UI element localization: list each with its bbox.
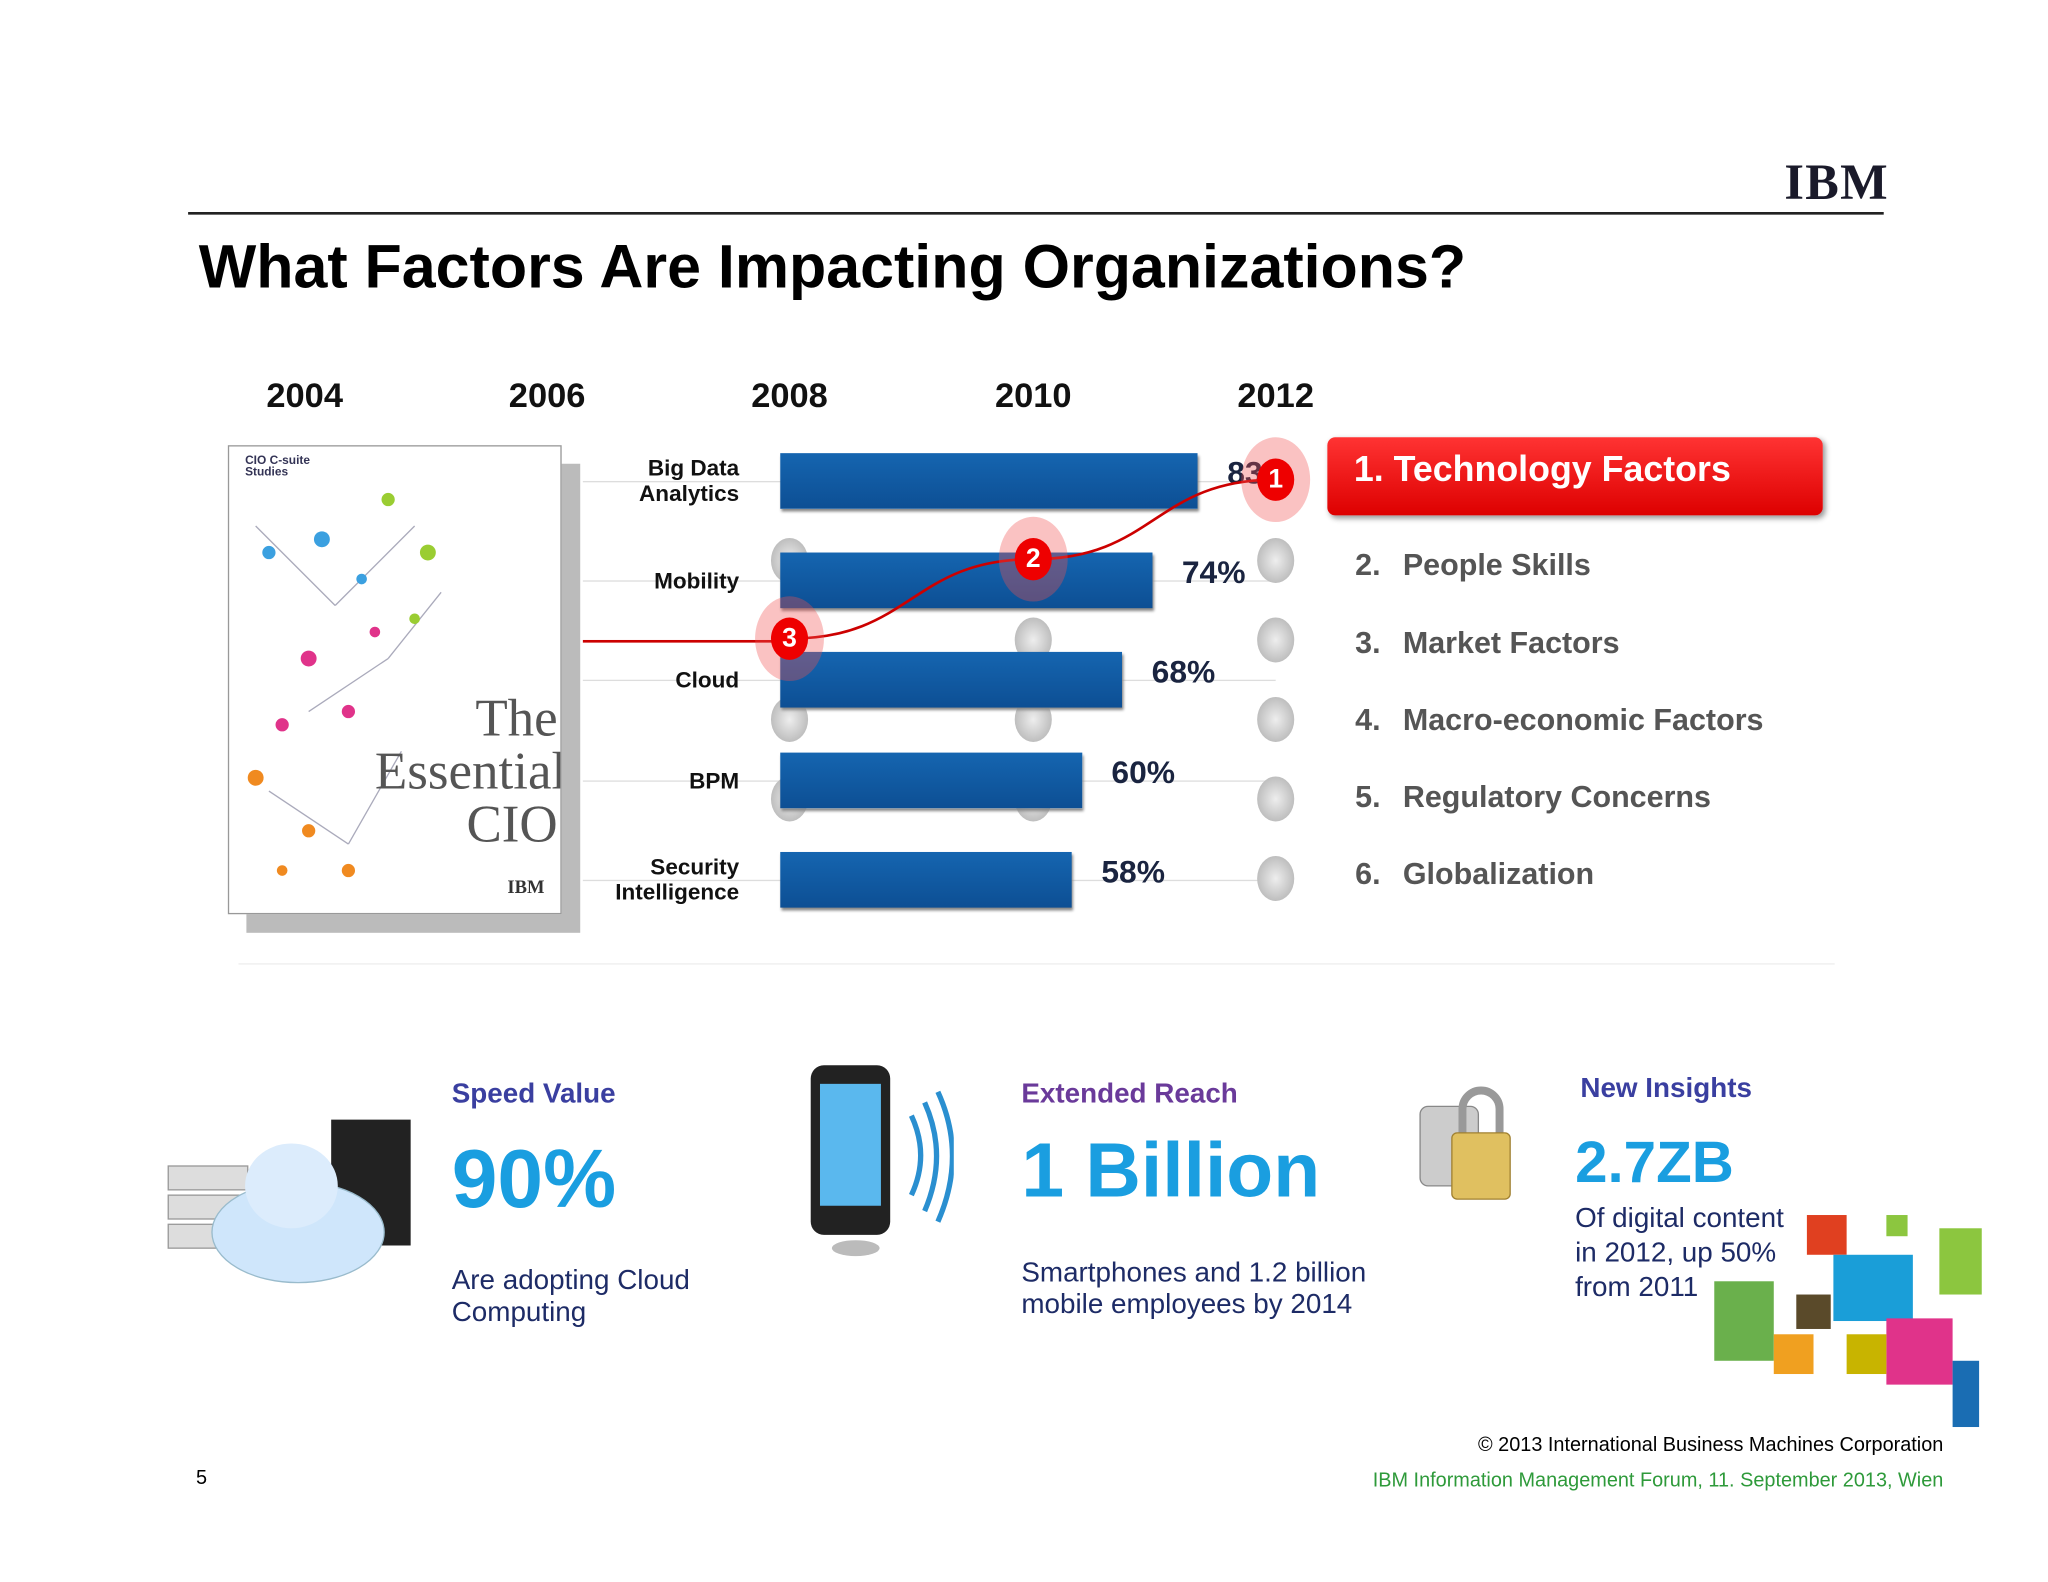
stat-heading: Extended Reach — [1021, 1078, 1238, 1110]
rank-badge: 1 — [1257, 458, 1295, 501]
slide-title: What Factors Are Impacting Organizations… — [198, 231, 1467, 301]
top-rank-label: 1. Technology Factors — [1354, 449, 1731, 490]
bar — [780, 651, 1123, 708]
rank-label: People Skills — [1402, 547, 1591, 582]
book-logo: IBM — [507, 878, 545, 899]
database-lock-icon — [1419, 1086, 1511, 1200]
copyright: © 2013 International Business Machines C… — [1478, 1433, 1944, 1457]
category-label: Cloud — [675, 667, 740, 693]
rank-number: 4. — [1355, 702, 1381, 737]
bar — [780, 752, 1083, 809]
stat-text: Smartphones and 1.2 billion mobile emplo… — [1021, 1257, 1367, 1320]
rank-badge: 2 — [1014, 537, 1052, 581]
value-label: 58% — [1101, 854, 1165, 891]
book-series: CIO C-suite Studies — [245, 453, 311, 479]
bar — [780, 851, 1073, 908]
rank-label: Regulatory Concerns — [1402, 779, 1711, 814]
page-number: 5 — [196, 1466, 208, 1490]
rank-label: Market Factors — [1402, 625, 1620, 660]
year-label: 2004 — [266, 374, 343, 415]
red-connector — [582, 639, 782, 643]
top-rank-box — [1327, 437, 1823, 516]
cloud-icon — [167, 1119, 411, 1284]
year-label: 2008 — [751, 374, 828, 415]
rank-item: 3. Market Factors — [1355, 625, 1619, 661]
category-label: Security Intelligence — [615, 854, 740, 905]
book-cover: CIO C-suite Studies The Essential CIO IB… — [227, 445, 562, 915]
phone-icon — [810, 1065, 954, 1257]
stat-heading: New Insights — [1580, 1073, 1752, 1104]
category-label: Mobility — [654, 567, 740, 593]
bar — [780, 552, 1153, 609]
rank-number: 6. — [1355, 855, 1381, 891]
rank-number: 2. — [1355, 547, 1381, 582]
stat-figure: 1 Billion — [1021, 1127, 1321, 1214]
rank-item: 6. Globalization — [1355, 856, 1594, 892]
book-title: The Essential CIO — [374, 687, 562, 854]
stat-text: Of digital content in 2012, up 50% from … — [1575, 1203, 1784, 1303]
rank-dot — [1257, 696, 1295, 742]
rank-badge: 3 — [770, 617, 809, 660]
stat-figure: 90% — [451, 1134, 617, 1226]
rank-dot — [1257, 776, 1295, 822]
bar — [780, 453, 1199, 509]
network-art — [247, 492, 442, 878]
category-label: BPM — [689, 767, 740, 794]
value-label: 60% — [1111, 755, 1176, 792]
rank-label: Technology Factors — [1393, 449, 1731, 489]
year-label: 2010 — [994, 374, 1072, 415]
rank-number: 1. — [1353, 449, 1384, 489]
separator — [238, 963, 1835, 965]
rank-item: 5. Regulatory Concerns — [1355, 779, 1711, 815]
rank-label: Globalization — [1402, 855, 1595, 891]
rank-dot — [1257, 537, 1295, 583]
value-label: 68% — [1151, 654, 1216, 691]
stat-figure: 2.7ZB — [1575, 1130, 1734, 1196]
mosaic — [1714, 1215, 1982, 1428]
stat-text: Are adopting Cloud Computing — [451, 1265, 690, 1328]
event: IBM Information Management Forum, 11. Se… — [1372, 1469, 1944, 1492]
category-label: Big Data Analytics — [639, 455, 740, 507]
rank-item: 4. Macro-economic Factors — [1355, 702, 1763, 738]
year-label: 2006 — [508, 374, 586, 415]
year-label: 2012 — [1237, 374, 1314, 415]
rank-label: Macro-economic Factors — [1402, 702, 1764, 737]
rank-dot — [1257, 855, 1295, 902]
header-rule — [188, 212, 1884, 215]
rank-item: 2. People Skills — [1355, 547, 1591, 583]
stat-heading: Speed Value — [451, 1078, 616, 1110]
rank-number: 5. — [1355, 779, 1381, 814]
rank-number: 3. — [1355, 625, 1381, 660]
ibm-logo: IBM — [1784, 155, 1890, 211]
value-label: 74% — [1181, 555, 1246, 591]
rank-dot — [1257, 617, 1295, 663]
